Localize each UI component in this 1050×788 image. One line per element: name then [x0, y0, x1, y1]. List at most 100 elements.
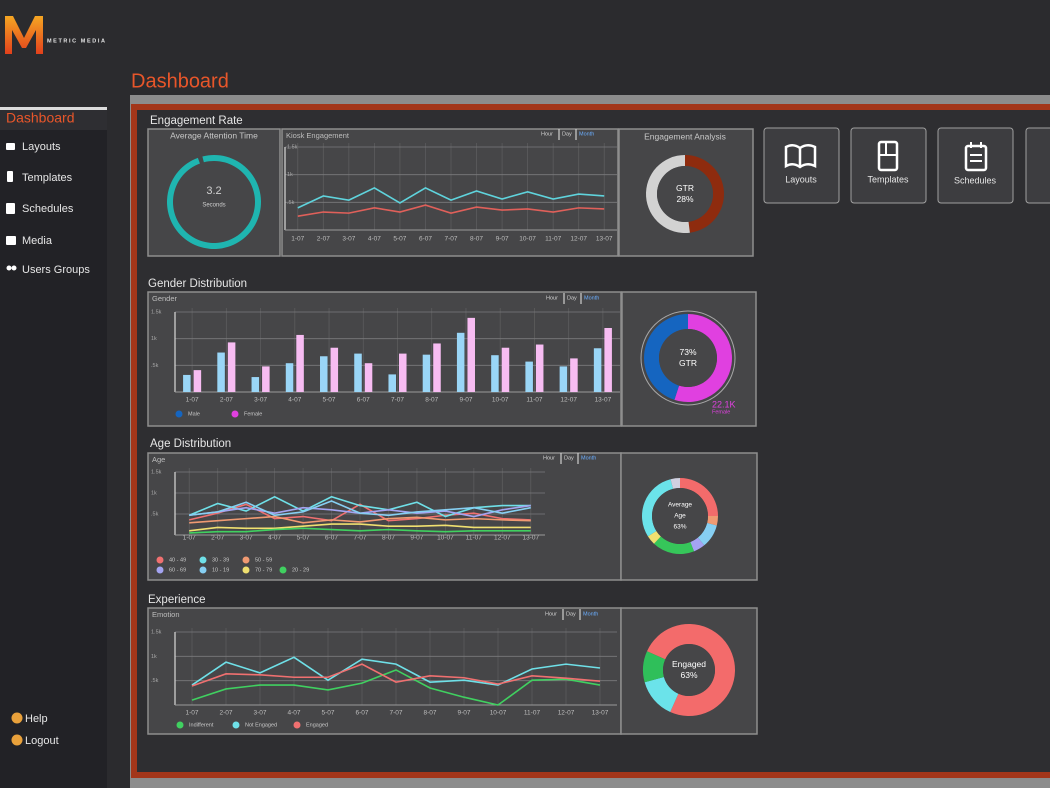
nav-item[interactable]: Dashboard — [6, 110, 75, 126]
range-tab: Hour — [545, 611, 557, 617]
chart-subtitle: Age — [152, 455, 165, 464]
gauge-unit: Seconds — [202, 203, 225, 209]
x-tick-label: 7-07 — [389, 710, 402, 717]
legend-label: Male — [188, 411, 200, 417]
x-tick-label: 2-07 — [317, 236, 330, 243]
quick-card[interactable] — [850, 127, 927, 204]
icon — [11, 265, 17, 271]
bar — [217, 352, 225, 392]
x-tick-label: 3-07 — [254, 397, 267, 404]
nav-item[interactable]: Layouts — [22, 141, 61, 153]
bar — [399, 353, 407, 392]
y-tick-label: 1.5k — [151, 309, 162, 315]
x-tick-label: 3-07 — [253, 710, 266, 717]
y-tick-label: 1k — [151, 490, 157, 496]
bar — [422, 354, 431, 392]
x-tick-label: 10-07 — [437, 535, 454, 542]
x-tick-label: 11-07 — [545, 236, 562, 243]
donut-segment — [697, 522, 717, 546]
legend-label: 40 - 49 — [169, 557, 186, 563]
logout-link[interactable]: Logout — [25, 735, 59, 747]
schedules-icon-detail — [970, 142, 982, 162]
active-item-bg[interactable] — [0, 110, 107, 130]
bar — [501, 347, 510, 392]
donut-segment — [707, 516, 718, 526]
series-line — [189, 523, 531, 532]
bar — [525, 361, 533, 392]
range-tab: Day — [566, 611, 576, 617]
x-tick-label: 11-07 — [466, 535, 483, 542]
chart-title: Average Attention Time — [170, 130, 258, 140]
x-tick-label: 13-07 — [522, 535, 539, 542]
center-label: 63% — [680, 670, 697, 680]
x-tick-label: 2-07 — [219, 710, 232, 717]
series-line — [189, 527, 531, 534]
quick-label: Templates — [867, 174, 909, 184]
x-tick-label: 2-07 — [220, 397, 233, 404]
bar — [433, 343, 441, 392]
series-line — [189, 503, 531, 522]
nav-item[interactable]: Templates — [22, 172, 73, 184]
donut-segment — [680, 478, 718, 516]
x-tick-label: 8-07 — [470, 236, 483, 243]
legend-label: Engaged — [306, 722, 328, 728]
donut-hole — [663, 644, 715, 696]
legend-swatch — [199, 566, 207, 574]
nav-item[interactable]: Users Groups — [22, 264, 90, 276]
x-tick-label: 4-07 — [287, 710, 300, 717]
legend-swatch — [156, 566, 164, 574]
donut-segment — [647, 531, 661, 544]
help-link[interactable]: Help — [25, 713, 48, 725]
x-tick-label: 8-07 — [382, 535, 395, 542]
icon — [6, 265, 12, 271]
logout-icon — [11, 734, 23, 746]
x-tick-label: 4-07 — [288, 397, 301, 404]
x-tick-label: 4-07 — [268, 535, 281, 542]
icon — [7, 171, 13, 182]
x-tick-label: 6-07 — [325, 535, 338, 542]
x-tick-label: 13-07 — [595, 397, 612, 404]
quick-card[interactable] — [937, 127, 1014, 204]
legend-swatch — [199, 556, 207, 564]
legend-label: 20 - 29 — [292, 567, 309, 573]
range-tab: Month — [581, 455, 596, 461]
x-tick-label: 13-07 — [592, 710, 609, 717]
page-title: Dashboard — [131, 70, 229, 92]
bar — [285, 363, 294, 392]
quick-card[interactable] — [1025, 127, 1050, 204]
x-tick-label: 4-07 — [368, 236, 381, 243]
bar — [330, 347, 339, 392]
range-tab: Hour — [546, 295, 558, 301]
legend-swatch — [176, 721, 184, 729]
help-icon — [11, 712, 23, 724]
x-tick-label: 9-07 — [410, 535, 423, 542]
bar — [535, 344, 544, 392]
center-label: GTR — [676, 183, 694, 193]
bar — [604, 328, 612, 392]
nav-item[interactable]: Media — [22, 235, 53, 247]
donut-segment — [642, 479, 674, 537]
bar — [262, 366, 270, 392]
chart-subtitle: Gender — [152, 294, 178, 303]
x-tick-label: 7-07 — [444, 236, 457, 243]
series-line — [297, 204, 605, 217]
layouts-icon — [784, 144, 817, 169]
donut-segment — [690, 537, 705, 552]
nav-item[interactable]: Schedules — [22, 203, 74, 215]
donut-segment — [685, 155, 724, 233]
legend-label: 50 - 59 — [255, 557, 272, 563]
bar — [251, 377, 260, 392]
bar — [364, 363, 373, 392]
x-tick-label: 9-07 — [457, 710, 470, 717]
center-label: 73% — [679, 347, 696, 357]
x-tick-label: 6-07 — [355, 710, 368, 717]
sidebar — [0, 107, 107, 788]
legend-swatch — [279, 566, 287, 574]
center-label: Engaged — [672, 659, 706, 669]
center-label: GTR — [679, 358, 697, 368]
bar — [296, 334, 304, 392]
x-tick-label: 9-07 — [459, 397, 472, 404]
x-tick-label: 8-07 — [425, 397, 438, 404]
bar — [559, 366, 568, 392]
bar — [227, 342, 236, 392]
